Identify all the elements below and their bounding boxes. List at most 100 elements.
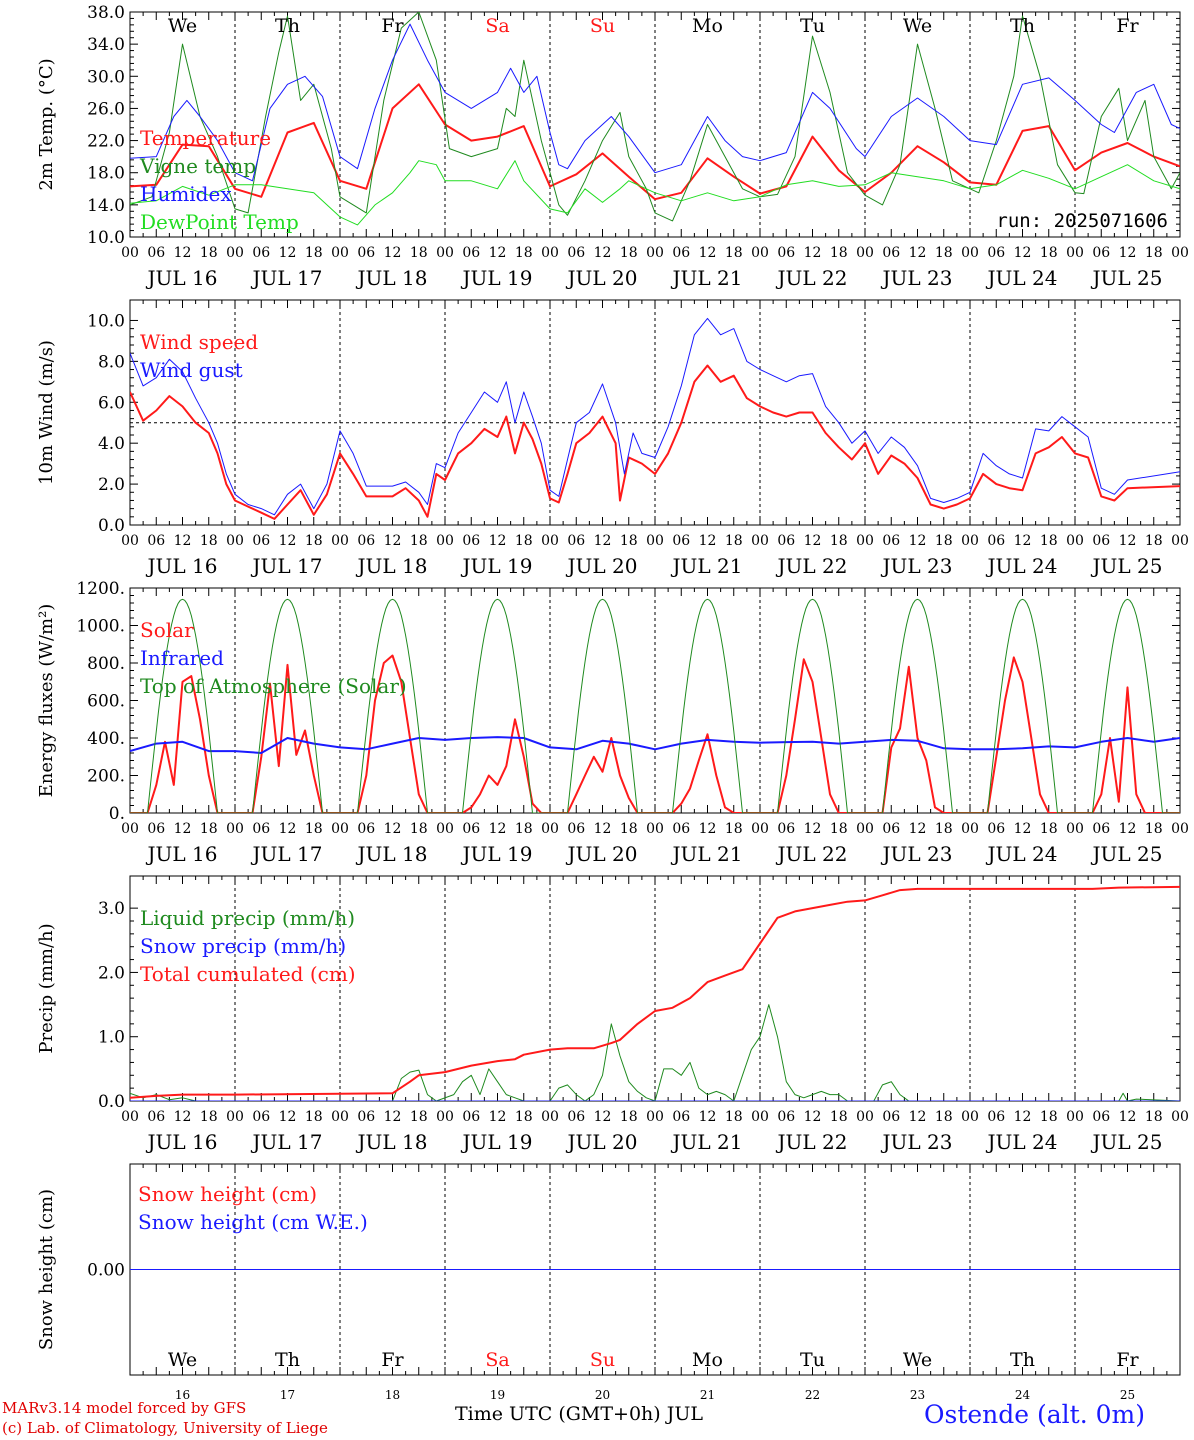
day-abbr: Fr [381,1349,404,1371]
hour-label: 12 [174,245,192,261]
hour-label: 00 [121,1109,139,1125]
series-group [130,885,1180,1101]
hour-label: 06 [882,533,900,549]
y-tick-label: 0.0 [98,1092,125,1112]
hour-label: 06 [252,245,270,261]
hour-label: 12 [804,821,822,837]
hour-label: 12 [384,245,402,261]
date-label: JUL 19 [461,266,533,290]
y-tick-label: 1000. [76,617,125,637]
hour-label: 00 [961,1109,979,1125]
hour-label: 06 [147,821,165,837]
hour-label: 06 [462,245,480,261]
date-label: JUL 16 [146,1130,218,1154]
y-tick-label: 30.0 [87,67,125,87]
day-abbr: Fr [381,15,404,37]
day-number: 23 [910,1388,925,1402]
hour-label: 00 [331,821,349,837]
hour-label: 18 [305,821,323,837]
date-label: JUL 21 [671,266,743,290]
station-name: Ostende (alt. 0m) [924,1400,1145,1429]
hour-label: 00 [1066,533,1084,549]
legend-snow-height-cm-w-e: Snow height (cm W.E.) [138,1210,368,1234]
y-tick-label: 10.0 [87,311,125,331]
hour-label: 06 [567,1109,585,1125]
hour-label: 18 [725,533,743,549]
date-label: JUL 20 [566,266,638,290]
hour-label: 06 [882,245,900,261]
hour-label: 12 [489,533,507,549]
hour-label: 06 [462,1109,480,1125]
date-label: JUL 23 [881,842,953,866]
y-tick-label: 3.0 [98,899,125,919]
date-label: JUL 21 [671,1130,743,1154]
hour-label: 12 [804,245,822,261]
hour-label: 12 [909,821,927,837]
hour-label: 06 [252,1109,270,1125]
hour-label: 00 [751,533,769,549]
hour-label: 12 [279,821,297,837]
hour-label: 18 [725,821,743,837]
hour-label: 00 [331,245,349,261]
day-abbr: Fr [1116,1349,1139,1371]
hour-label: 12 [174,533,192,549]
hour-label: 18 [200,245,218,261]
hour-label: 18 [620,533,638,549]
y-tick-label: 26.0 [87,99,125,119]
date-label: JUL 22 [776,1130,848,1154]
series-group [130,598,1180,813]
hour-label: 00 [331,1109,349,1125]
hour-label: 18 [410,821,428,837]
y-tick-label: 22.0 [87,132,125,152]
date-label: JUL 21 [671,842,743,866]
hour-label: 00 [751,1109,769,1125]
hour-label: 00 [541,821,559,837]
date-label: JUL 19 [461,1130,533,1154]
hour-label: 12 [1014,533,1032,549]
hour-label: 00 [961,821,979,837]
hour-label: 06 [462,533,480,549]
hour-label: 00 [436,245,454,261]
hour-label: 00 [226,1109,244,1125]
day-number: 16 [175,1388,190,1402]
panel-2 [129,299,1181,526]
hour-label: 00 [751,245,769,261]
legend-temperature: Temperature [140,126,271,150]
hour-label: 18 [200,533,218,549]
day-abbr: We [903,15,932,37]
legend-snow-height-cm: Snow height (cm) [138,1182,317,1206]
hour-label: 00 [856,1109,874,1125]
hour-label: 00 [436,821,454,837]
y-tick-label: 18.0 [87,164,125,184]
credit-model: MARv3.14 model forced by GFS [2,1399,247,1417]
hour-label: 18 [830,533,848,549]
hour-label: 06 [672,533,690,549]
hour-label: 18 [1040,533,1058,549]
hour-label: 00 [1171,1109,1189,1125]
date-label: JUL 18 [356,266,428,290]
hour-label: 12 [489,245,507,261]
hour-label: 12 [909,245,927,261]
y-tick-label: 4.0 [98,434,125,454]
hour-label: 00 [646,533,664,549]
hour-label: 00 [436,533,454,549]
panel-4 [129,875,1181,1102]
hour-label: 18 [620,821,638,837]
hour-label: 06 [147,533,165,549]
hour-label: 12 [384,533,402,549]
legend-wind-gust: Wind gust [140,358,243,382]
day-abbr: Su [590,15,615,37]
legend-solar: Solar [140,618,194,642]
legend-total-cumulated-cm: Total cumulated (cm) [140,962,356,986]
y-tick-label: 0.00 [87,1261,125,1281]
hour-label: 18 [1040,1109,1058,1125]
hour-label: 18 [305,245,323,261]
hour-label: 18 [1145,1109,1163,1125]
day-abbr: Th [1010,1349,1035,1371]
series-humidex [130,23,1180,182]
hour-label: 12 [489,1109,507,1125]
series-wind-gust [130,317,1180,516]
legend-snow-precip-mm-h: Snow precip (mm/h) [140,934,346,958]
hour-label: 06 [777,821,795,837]
